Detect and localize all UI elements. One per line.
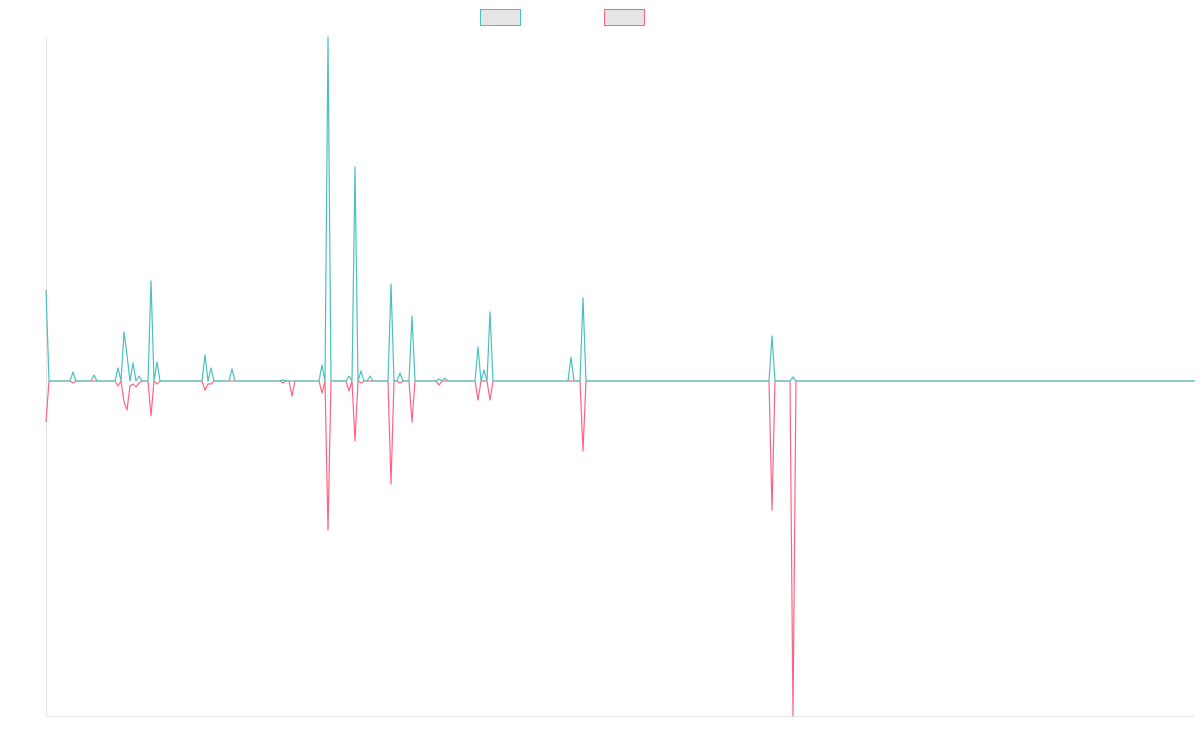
series-line xyxy=(45,380,1195,717)
legend-swatch[interactable] xyxy=(604,9,645,26)
legend-swatch[interactable] xyxy=(480,9,521,26)
series-line xyxy=(45,36,1195,382)
